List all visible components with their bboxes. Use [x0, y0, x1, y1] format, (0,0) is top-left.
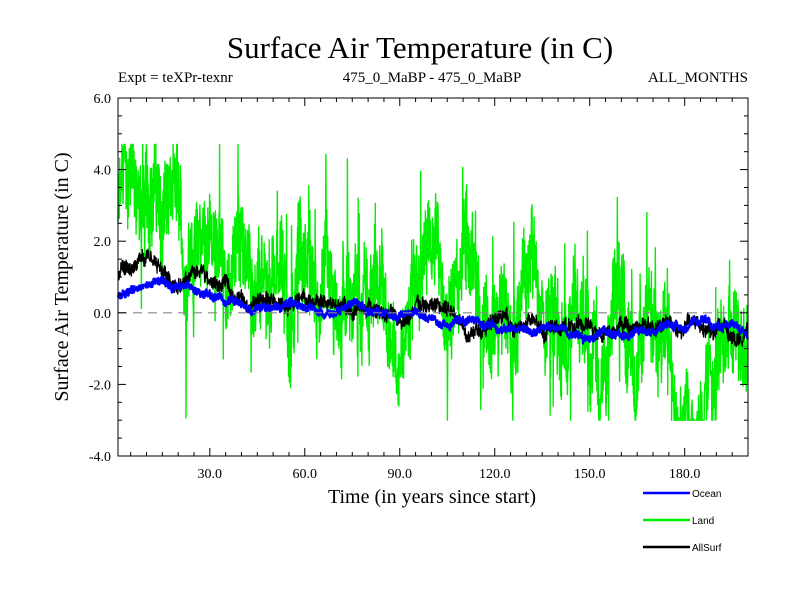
subtitle-months: ALL_MONTHS	[648, 70, 748, 86]
x-tick-label: 30.0	[198, 467, 223, 482]
x-axis-label: Time (in years since start)	[328, 486, 536, 508]
x-tick-label: 150.0	[574, 467, 606, 482]
plot-frame	[117, 97, 749, 457]
x-tick-label: 60.0	[293, 467, 318, 482]
y-axis-label: Surface Air Temperature (in C)	[51, 152, 73, 401]
series-line-allsurf	[117, 248, 749, 348]
y-tick-label: 0.0	[94, 307, 112, 322]
y-tick-label: -4.0	[89, 450, 111, 465]
x-tick-label: 90.0	[388, 467, 413, 482]
x-tick-label: 120.0	[479, 467, 511, 482]
y-tick-label: 2.0	[94, 235, 112, 250]
y-tick-label: 6.0	[94, 92, 112, 107]
legend: Ocean Land AllSurf	[643, 489, 722, 554]
ticks-layer: 30.0 60.0 90.0 120.0 150.0 180.0 -4.0 -2.0 0.0 2.…	[89, 92, 748, 482]
chart-title: Surface Air Temperature (in C)	[227, 30, 613, 65]
subtitle-experiment: Expt = teXPr-texnr	[118, 70, 233, 86]
series-line-ocean	[116, 275, 749, 345]
series-layer	[116, 143, 749, 421]
legend-label-allsurf: AllSurf	[692, 543, 722, 554]
legend-label-ocean: Ocean	[692, 489, 721, 500]
y-tick-label: 4.0	[94, 164, 112, 179]
x-tick-label: 180.0	[669, 467, 701, 482]
series-line-land	[117, 143, 749, 421]
legend-label-land: Land	[692, 516, 714, 527]
subtitle-period: 475_0_MaBP - 475_0_MaBP	[343, 70, 522, 86]
y-tick-label: -2.0	[89, 378, 111, 393]
plot-area: 30.0 60.0 90.0 120.0 150.0 180.0 -4.0 -2.0 0.0 2.…	[89, 92, 749, 482]
